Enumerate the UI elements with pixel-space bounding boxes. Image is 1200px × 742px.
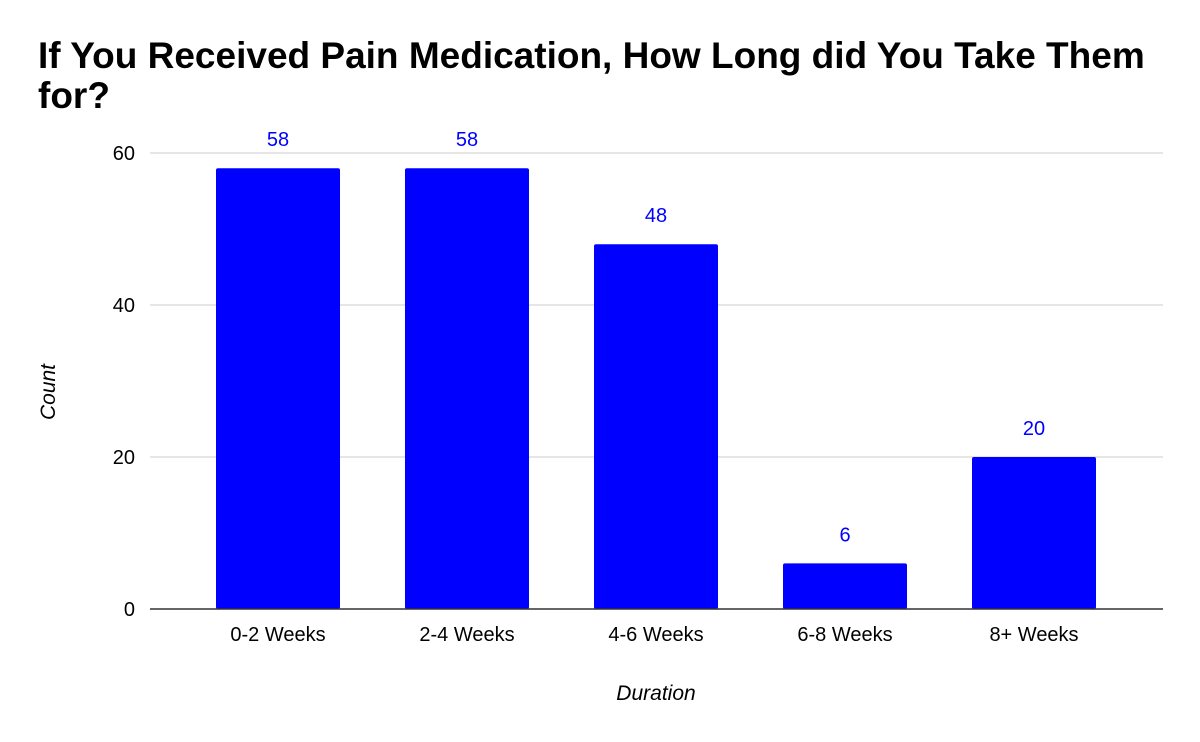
x-tick-label: 2-4 Weeks [419,624,514,646]
y-axis-title: Count [37,363,60,420]
data-label: 48 [645,205,667,227]
data-labels: 58 58 48 6 20 [267,129,1045,546]
x-tick-label: 0-2 Weeks [230,624,325,646]
x-axis-title: Duration [616,682,695,705]
x-tick-label: 8+ Weeks [989,624,1078,646]
y-tick-label: 20 [113,447,135,469]
x-tick-label: 6-8 Weeks [797,624,892,646]
bars [216,168,1096,609]
data-label: 6 [839,524,850,546]
bar [972,457,1096,609]
y-tick-label: 40 [113,295,135,317]
data-label: 20 [1023,418,1045,440]
y-tick-label: 60 [113,143,135,165]
x-tick-label: 4-6 Weeks [608,624,703,646]
bar [216,168,340,609]
y-axis-ticks: 0 20 40 60 [113,143,135,621]
bar [405,168,529,609]
chart-title: If You Received Pain Medication, How Lon… [38,35,1145,116]
y-tick-label: 0 [124,599,135,621]
bar [783,563,907,609]
data-label: 58 [267,129,289,151]
x-axis-ticks: 0-2 Weeks 2-4 Weeks 4-6 Weeks 6-8 Weeks 8+ W… [230,624,1078,646]
bar [594,244,718,609]
data-label: 58 [456,129,478,151]
